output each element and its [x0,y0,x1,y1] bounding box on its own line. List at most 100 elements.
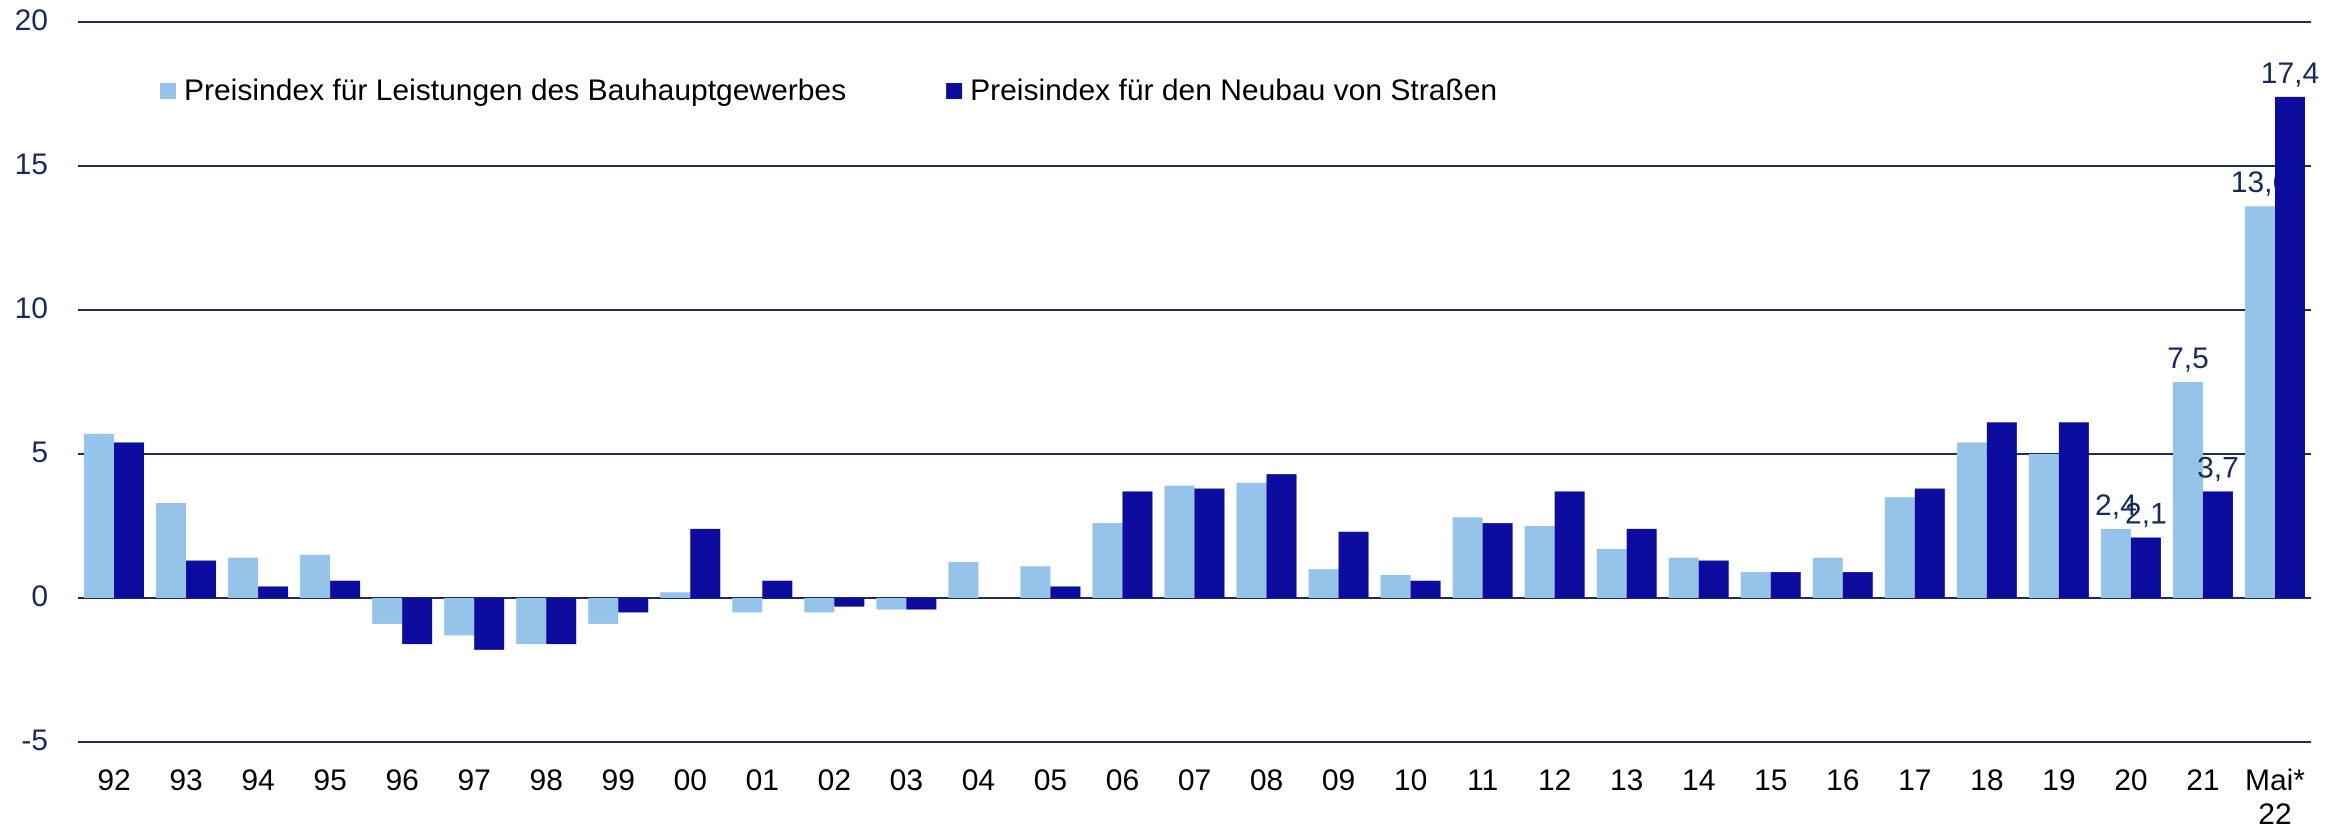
bar [660,592,691,598]
bar [1164,485,1195,598]
bar [1842,572,1873,598]
bar [1698,560,1729,598]
bar [876,598,907,610]
y-tick-label: -5 [21,724,48,757]
bar [2028,454,2059,598]
bar [1524,526,1555,598]
x-tick-label: 99 [601,764,635,797]
x-tick-label: 07 [1177,764,1212,797]
x-tick-label: 17 [1898,764,1932,797]
x-tick-label: 02 [817,764,852,797]
bar [1668,557,1699,598]
legend-label: Preisindex für Leistungen des Bauhauptge… [184,74,846,107]
bar [1092,523,1123,598]
x-tick-label: 14 [1682,764,1716,797]
x-tick-label: 97 [457,764,491,797]
y-tick-label: 5 [31,436,48,469]
bar [156,502,187,598]
value-label: 7,5 [2167,342,2209,375]
bar [1380,574,1411,598]
x-tick-label: 12 [1537,764,1572,797]
bar [300,554,331,598]
bar [1236,482,1267,598]
bar [1338,531,1369,598]
x-tick-label: 08 [1249,764,1284,797]
value-label: 2,1 [2125,497,2167,530]
bar [1884,497,1915,598]
bar [330,580,361,598]
bar [906,598,937,610]
bar [834,598,865,607]
bar [588,598,619,624]
bar [948,562,979,598]
bar [1020,566,1051,598]
y-tick-label: 15 [15,148,48,181]
x-tick-label: 21 [2186,764,2220,797]
x-tick-label: 11 [1467,764,1499,797]
x-tick-label: 98 [529,764,563,797]
bar [1308,569,1339,598]
bar [2244,206,2275,598]
bar [2172,382,2203,598]
x-tick-label: 03 [889,764,924,797]
bar [1410,580,1441,598]
x-tick-label: 92 [97,764,131,797]
bar [2274,96,2305,598]
bar [1122,491,1153,598]
bar [1812,557,1843,598]
legend-swatch [946,83,963,99]
x-tick-label: 06 [1105,764,1140,797]
bar [1770,572,1801,598]
bar [372,598,403,624]
x-tick-label: 16 [1826,764,1860,797]
bar [618,598,649,613]
bar [1050,586,1081,598]
bar [516,598,547,645]
bar [1554,491,1585,598]
bar [1956,442,1987,598]
bar [2202,491,2233,598]
bar [2058,422,2089,598]
x-tick-label: 19 [2042,764,2076,797]
bar [1452,517,1483,598]
y-tick-label: 20 [15,4,48,37]
x-tick-label: 01 [745,764,779,797]
bar [1482,523,1513,598]
bar [1914,488,1945,598]
bar [228,557,259,598]
x-tick-label: 05 [1033,764,1068,797]
x-tick-label: 13 [1610,764,1644,797]
value-label: 17,4 [2261,57,2319,90]
x-tick-label: 09 [1321,764,1356,797]
x-tick-label: 93 [169,764,203,797]
x-tick-label: 95 [313,764,347,797]
bar [762,580,793,598]
bar [2130,537,2161,598]
bar [114,442,145,598]
x-tick-label: 10 [1393,764,1428,797]
bar [1266,474,1297,598]
legend-label: Preisindex für den Neubau von Straßen [970,74,1497,107]
bar [258,586,289,598]
bar [690,528,721,598]
bar [84,433,115,598]
bar [546,598,577,645]
bar [444,598,475,636]
bar [474,598,505,650]
bar [1194,488,1225,598]
bar [2100,528,2131,598]
bar [1986,422,2017,598]
value-label: 3,7 [2197,451,2239,484]
x-tick-label: 20 [2114,764,2148,797]
bar [1740,572,1771,598]
bar [1626,528,1657,598]
bar [804,598,835,613]
value-label: 2,4 [2095,489,2137,522]
x-tick-label: 94 [241,764,275,797]
x-tick-label: 04 [961,764,996,797]
x-tick-label: Mai* 22 [2244,764,2305,831]
x-tick-label: 15 [1754,764,1788,797]
bar [1596,549,1627,598]
